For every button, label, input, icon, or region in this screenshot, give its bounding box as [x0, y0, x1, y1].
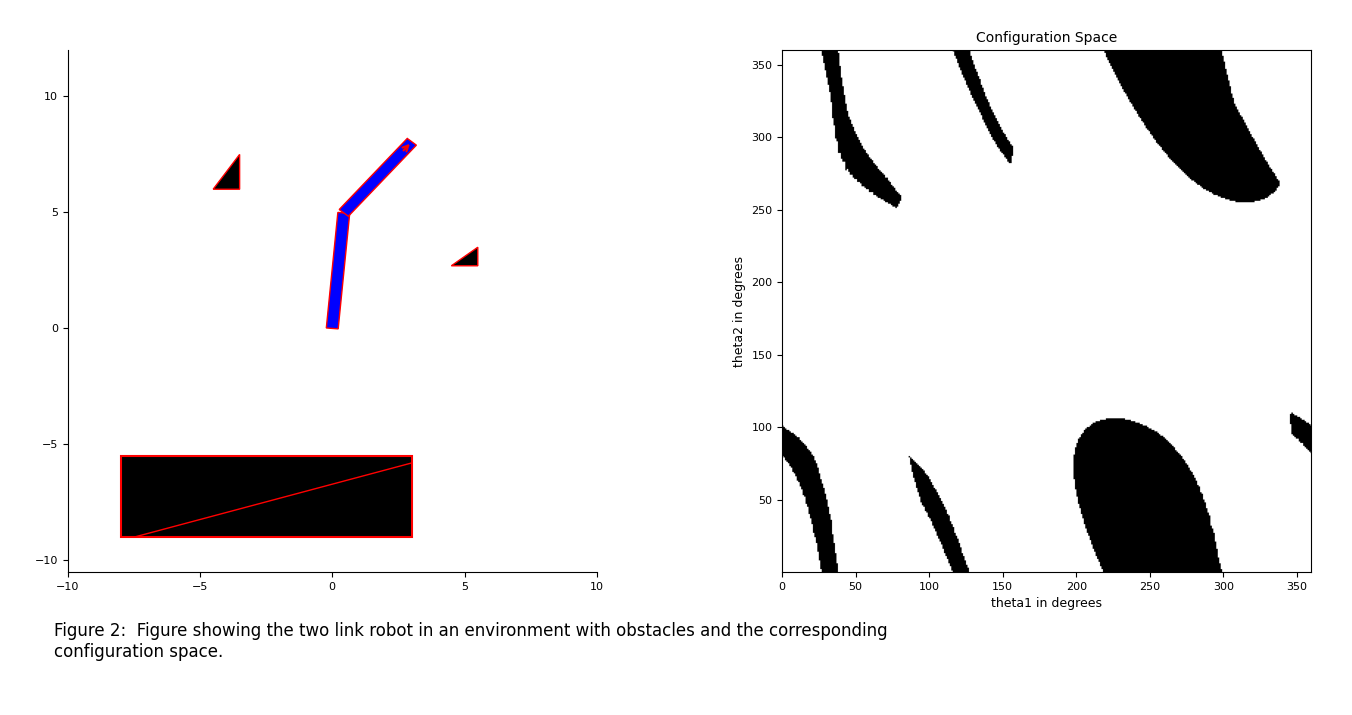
- Polygon shape: [326, 212, 350, 329]
- Polygon shape: [214, 154, 239, 189]
- Polygon shape: [339, 139, 416, 216]
- Title: Configuration Space: Configuration Space: [976, 31, 1117, 45]
- Bar: [120, 456, 411, 537]
- Polygon shape: [452, 247, 477, 266]
- X-axis label: theta1 in degrees: theta1 in degrees: [991, 597, 1102, 611]
- Y-axis label: theta2 in degrees: theta2 in degrees: [733, 255, 746, 367]
- Text: Figure 2:  Figure showing the two link robot in an environment with obstacles an: Figure 2: Figure showing the two link ro…: [54, 622, 888, 661]
